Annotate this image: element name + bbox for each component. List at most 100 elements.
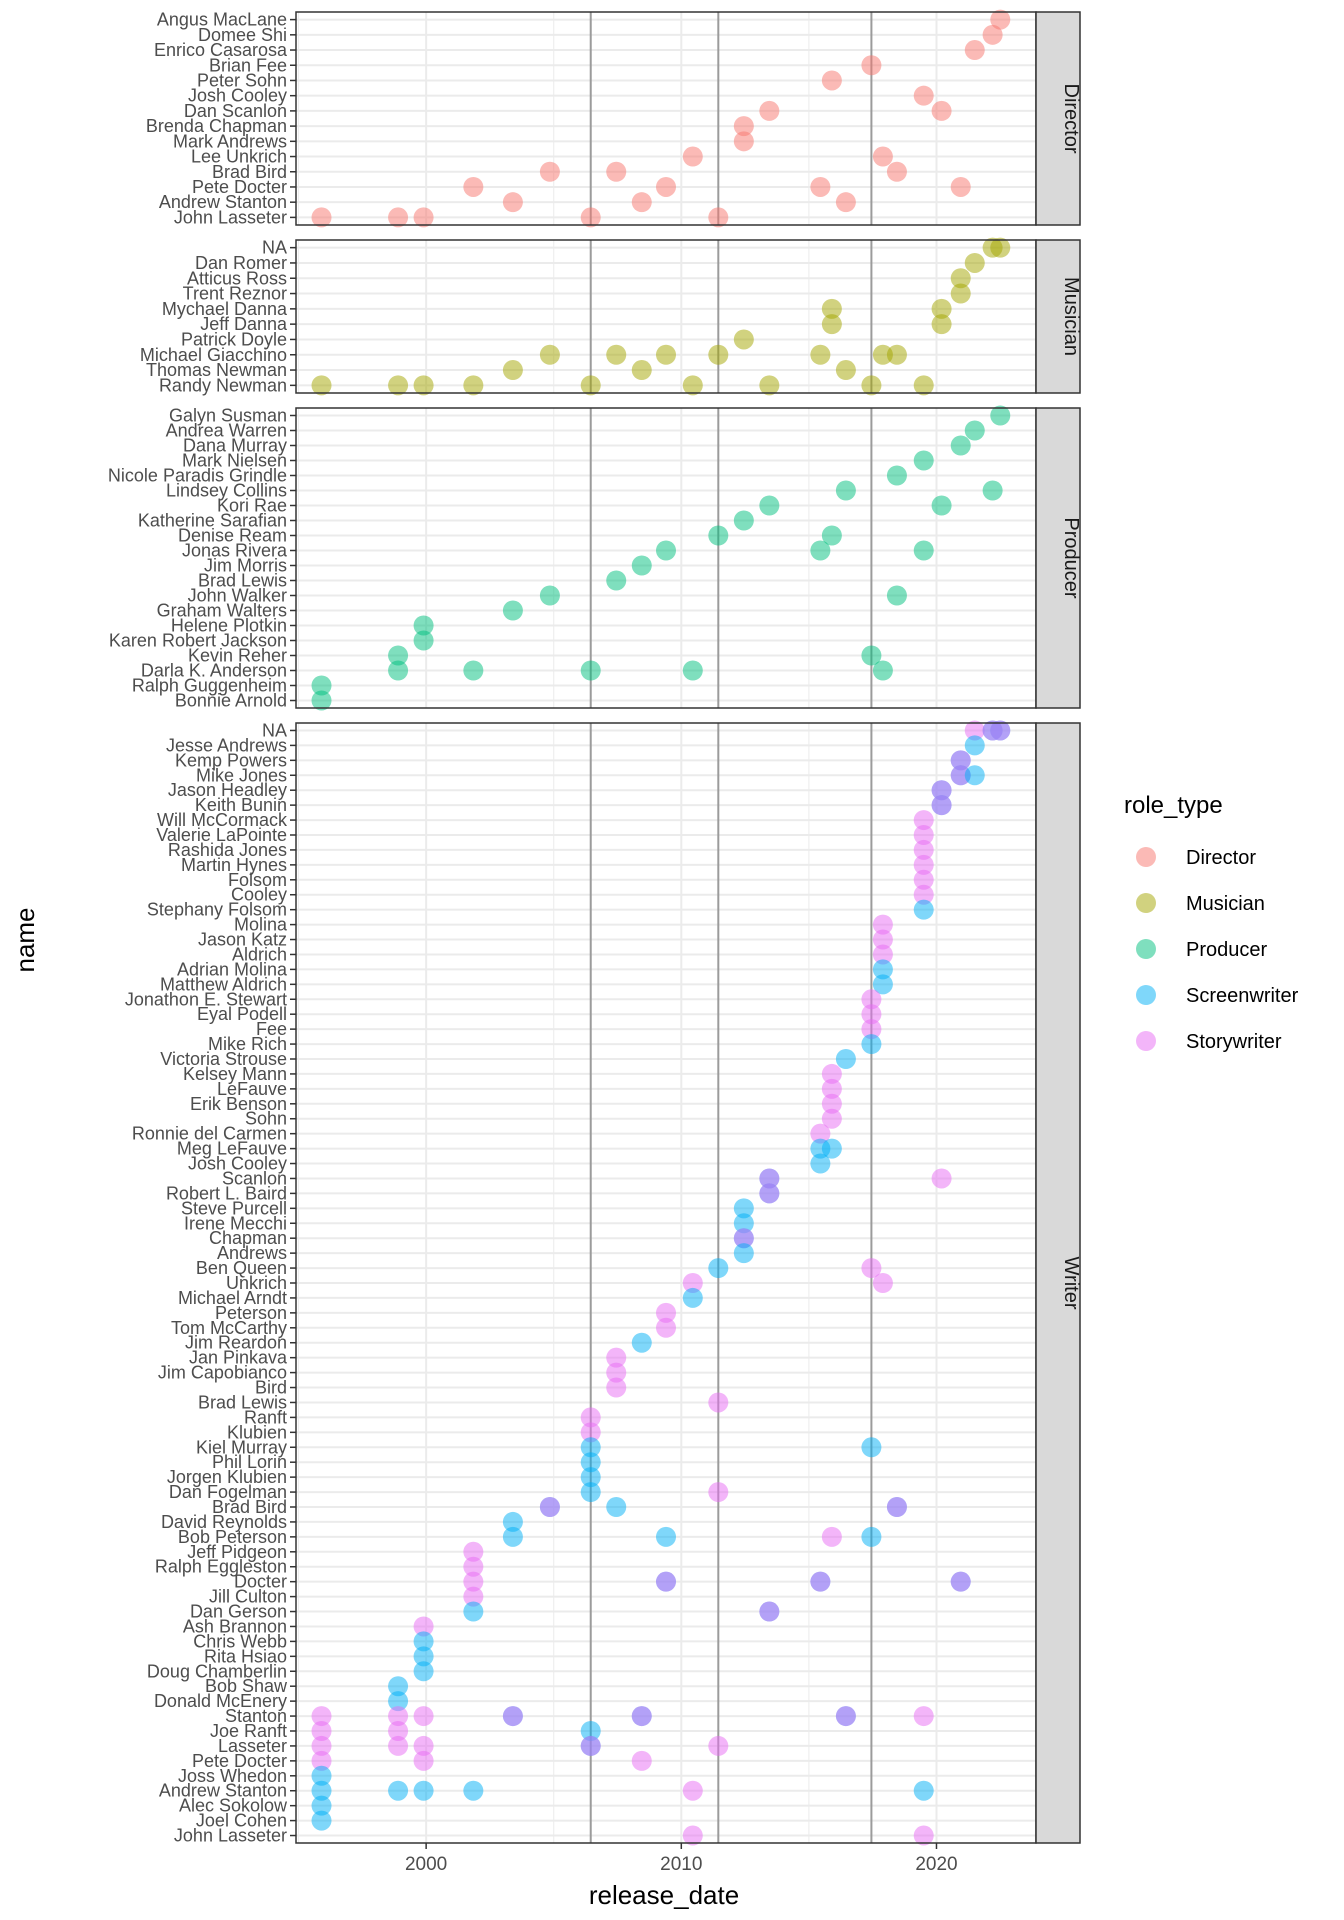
point-storywriter — [913, 1825, 934, 1846]
point-storywriter — [708, 1735, 729, 1756]
y-tick-label: Stephany Folsom — [147, 900, 287, 920]
point-storywriter — [413, 1735, 434, 1756]
y-tick-label: Adrian Molina — [177, 959, 288, 979]
y-tick-label: Jan Pinkava — [189, 1348, 288, 1368]
y-tick-label: Meg LeFauve — [177, 1139, 287, 1159]
point-director — [413, 207, 434, 228]
y-tick-label: Patrick Doyle — [181, 329, 287, 349]
y-tick-label: Pete Docter — [192, 177, 287, 197]
y-tick-label: Doug Chamberlin — [147, 1661, 287, 1681]
point-storywriter — [413, 1750, 434, 1771]
point-storywriter — [913, 1706, 934, 1727]
point-producer — [835, 480, 856, 501]
point-screenwriter — [861, 1034, 882, 1055]
y-tick-label: Dan Scanlon — [184, 101, 287, 121]
y-tick-label: Fee — [256, 1019, 287, 1039]
y-tick-label: Denise Ream — [178, 526, 287, 546]
facet-strip — [1035, 722, 1081, 1844]
y-tick-label: Jorgen Klubien — [167, 1467, 287, 1487]
point-screenwriter — [733, 1213, 754, 1234]
legend-item-screenwriter: Screenwriter — [1136, 985, 1299, 1007]
y-tick-label: Michael Giacchino — [140, 345, 287, 365]
point-storywriter — [913, 810, 934, 831]
point-producer — [631, 555, 652, 576]
point-musician — [872, 344, 893, 365]
y-tick-label: Irene Mecchi — [184, 1213, 287, 1233]
point-producer — [759, 495, 780, 516]
point-screenwriter — [733, 1198, 754, 1219]
y-tick-label: Unkrich — [226, 1273, 287, 1293]
y-tick-label: Michael Arndt — [178, 1288, 287, 1308]
point-musician — [539, 344, 560, 365]
point-musician — [835, 360, 856, 381]
y-tick-label: Mark Nielsen — [182, 451, 287, 471]
y-tick-label: Galyn Susman — [169, 406, 287, 426]
point-screenwriter — [502, 1511, 523, 1532]
point-storywriter — [810, 1123, 831, 1144]
point-director — [606, 161, 627, 182]
point-director — [311, 207, 332, 228]
x-tick-label: 2010 — [660, 1854, 702, 1875]
y-tick-label: Jonathon E. Stewart — [125, 989, 287, 1009]
point-producer — [708, 525, 729, 546]
legend-title: role_type — [1124, 792, 1223, 819]
point-screenwriter — [631, 1332, 652, 1353]
point-storywriter — [463, 1571, 484, 1592]
point-producer — [388, 660, 409, 681]
y-tick-label: Jim Reardon — [185, 1333, 287, 1353]
x-axis-title: release_date — [589, 1880, 739, 1910]
y-tick-label: Darla K. Anderson — [141, 661, 287, 681]
point-storywriter — [631, 1750, 652, 1771]
y-tick-label: Nicole Paradis Grindle — [108, 466, 287, 486]
point-producer — [413, 630, 434, 651]
point-storywriter — [861, 1019, 882, 1040]
y-tick-label: Atticus Ross — [187, 268, 287, 288]
legend-label: Screenwriter — [1186, 985, 1299, 1007]
y-tick-label: Lee Unkrich — [191, 147, 287, 167]
point-director — [982, 24, 1003, 45]
y-tick-label: Steve Purcell — [181, 1198, 287, 1218]
y-tick-label: LeFauve — [217, 1079, 287, 1099]
y-tick-label: Pete Docter — [192, 1751, 287, 1771]
point-director — [861, 55, 882, 76]
y-tick-label: Keith Bunin — [195, 795, 287, 815]
y-tick-label: Peterson — [215, 1303, 287, 1323]
y-tick-label: Josh Cooley — [188, 86, 287, 106]
point-storywriter — [872, 929, 893, 950]
point-musician — [463, 375, 484, 396]
point-producer — [950, 435, 971, 456]
y-tick-label: Joel Cohen — [196, 1811, 287, 1831]
point-storywriter — [950, 765, 971, 786]
point-producer — [964, 420, 985, 441]
point-producer — [539, 585, 560, 606]
y-tick-label: Trent Reznor — [183, 284, 287, 304]
point-storywriter — [861, 1004, 882, 1025]
point-screenwriter — [311, 1795, 332, 1816]
y-tick-label: Sohn — [245, 1109, 287, 1129]
y-tick-label: Jim Morris — [204, 556, 287, 576]
y-tick-label: Bird — [255, 1378, 287, 1398]
point-storywriter — [656, 1302, 676, 1323]
y-tick-label: Lasseter — [218, 1736, 287, 1756]
y-tick-label: Robert L. Baird — [166, 1183, 287, 1203]
y-tick-label: Kiel Murray — [196, 1437, 287, 1457]
point-director — [759, 100, 780, 121]
point-screenwriter — [388, 1780, 409, 1801]
x-tick-label: 2000 — [405, 1854, 447, 1875]
y-tick-label: Jesse Andrews — [166, 735, 287, 755]
point-storywriter — [388, 1706, 409, 1727]
y-tick-label: Andrew Stanton — [159, 1781, 287, 1801]
point-musician — [708, 344, 729, 365]
point-storywriter — [708, 1392, 729, 1413]
x-tick-label: 2020 — [915, 1854, 957, 1875]
point-musician — [631, 360, 652, 381]
y-tick-label: John Lasseter — [174, 207, 287, 227]
y-tick-label: Andrew Stanton — [159, 192, 287, 212]
point-producer — [886, 585, 907, 606]
y-tick-label: Brenda Chapman — [146, 116, 287, 136]
point-screenwriter — [413, 1661, 434, 1682]
y-axis-title: name — [10, 907, 40, 972]
